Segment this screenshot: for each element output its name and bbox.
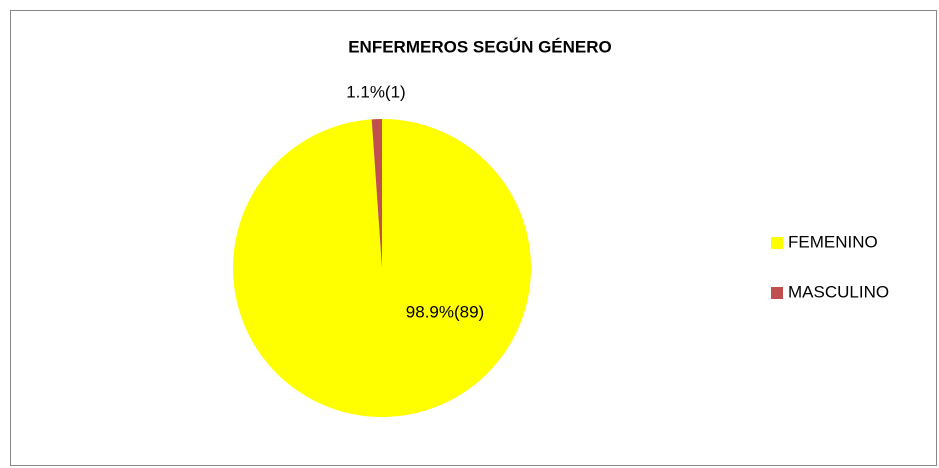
- data-label: 1.1%(1): [346, 83, 406, 102]
- legend-label: FEMENINO: [788, 232, 878, 251]
- pie-slice: [233, 119, 532, 417]
- chart-title: ENFERMEROS SEGÚN GÉNERO: [348, 37, 612, 56]
- legend-label: MASCULINO: [788, 282, 889, 301]
- data-label: 98.9%(89): [406, 302, 484, 321]
- legend-swatch: [771, 287, 783, 299]
- pie-slice: [371, 119, 382, 268]
- legend-swatch: [771, 237, 783, 249]
